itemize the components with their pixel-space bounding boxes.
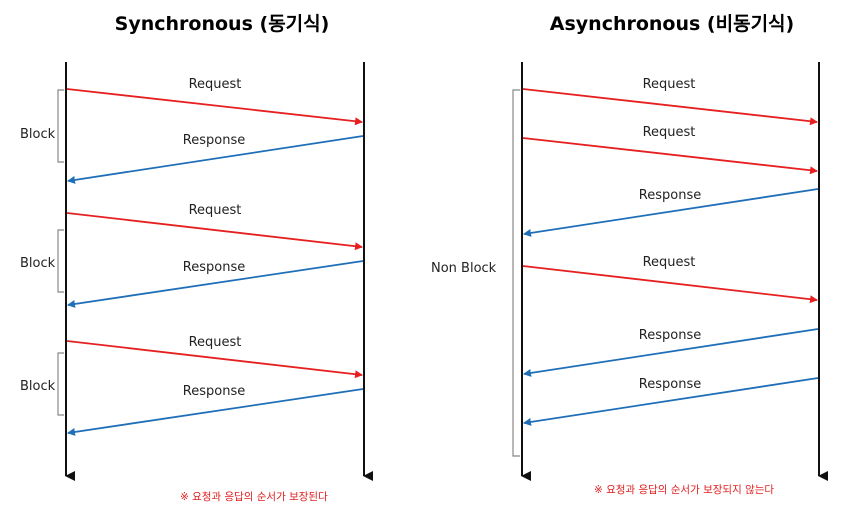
async-request-label: Request [643, 125, 696, 140]
sync-block-bracket [57, 89, 64, 163]
sync-block-bracket [57, 352, 64, 416]
async-response-label: Response [639, 377, 701, 392]
sync-response-arrow [67, 135, 364, 184]
sync-block-bracket [57, 229, 64, 293]
async-response-arrow [523, 377, 819, 426]
sync-block-label: Block [20, 379, 56, 394]
async-request-arrow [522, 88, 818, 126]
sync-title: Synchronous (동기식) [115, 13, 330, 35]
async-nonblock-label: Non Block [431, 261, 497, 276]
sync-block-label: Block [20, 127, 56, 142]
async-response-label: Response [639, 188, 701, 203]
async-response-arrow [523, 188, 819, 237]
async-title: Asynchronous (비동기식) [550, 13, 794, 35]
async-note: ※ 요청과 응답의 순서가 보장되지 않는다 [594, 484, 774, 496]
sync-request-arrow [66, 212, 363, 251]
sync-response-label: Response [183, 260, 245, 275]
async-nonblock-bracket [512, 89, 520, 457]
sync-request-label: Request [189, 77, 242, 92]
sync-request-label: Request [189, 203, 242, 218]
async-request-label: Request [643, 77, 696, 92]
async-request-arrow [522, 137, 818, 175]
sync-response-arrow [67, 388, 364, 436]
sync-request-label: Request [189, 335, 242, 350]
sync-response-arrow [67, 260, 364, 308]
sync-block-label: Block [20, 256, 56, 271]
async-response-label: Response [639, 328, 701, 343]
sync-request-arrow [66, 88, 363, 126]
async-request-label: Request [643, 255, 696, 270]
sync-response-label: Response [183, 133, 245, 148]
async-response-arrow [523, 328, 819, 377]
async-request-arrow [522, 265, 818, 304]
sync-note: ※ 요청과 응답의 순서가 보장된다 [180, 491, 328, 503]
sync-response-label: Response [183, 384, 245, 399]
sync-request-arrow [66, 340, 363, 379]
